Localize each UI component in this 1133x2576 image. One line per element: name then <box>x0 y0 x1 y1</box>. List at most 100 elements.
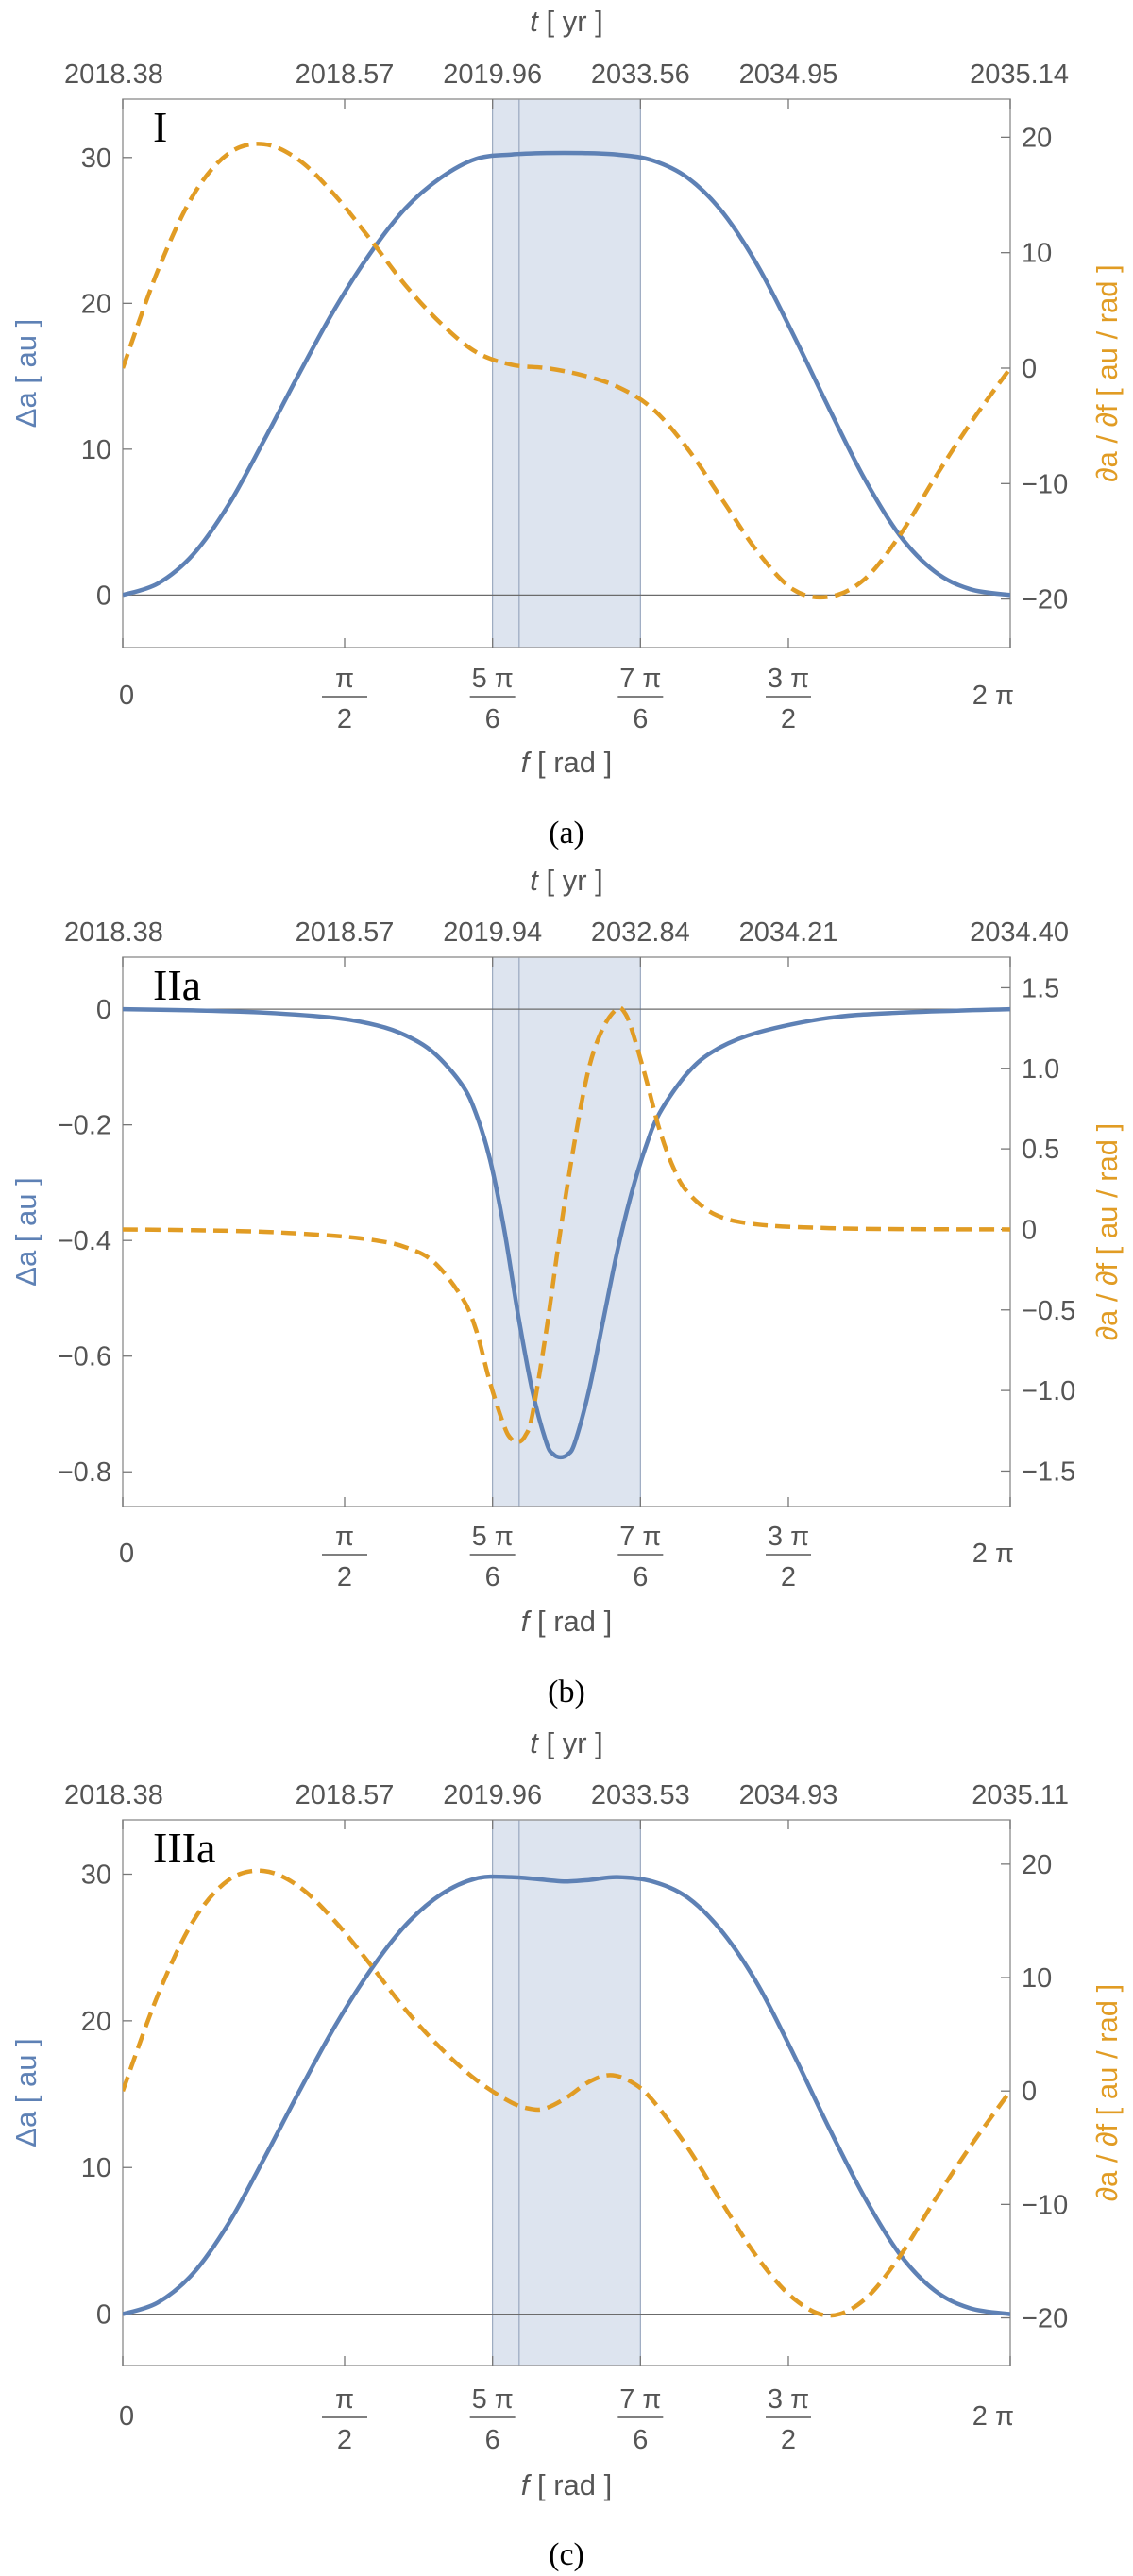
shaded-region <box>492 1820 641 2366</box>
series-derivative <box>123 142 1010 600</box>
right-tick-label: 1.0 <box>1022 1054 1059 1085</box>
left-tick-label: 10 <box>81 435 111 465</box>
top-axis-label: t [ yr ] <box>530 5 603 38</box>
bottom-tick-denominator: 2 <box>337 2425 352 2455</box>
bottom-tick-numerator: 5 π <box>472 664 514 694</box>
left-tick-label: 20 <box>81 2007 111 2037</box>
top-tick-label: 2032.84 <box>591 918 690 948</box>
bottom-tick-numerator: π <box>335 664 354 694</box>
shaded-region <box>492 957 641 1507</box>
bottom-tick-denominator: 2 <box>781 2425 796 2455</box>
left-tick-label: 0 <box>96 2300 111 2331</box>
right-tick-label: −20 <box>1022 2304 1068 2334</box>
bottom-tick-numerator: 3 π <box>768 1522 809 1552</box>
left-tick-label: 30 <box>81 143 111 174</box>
right-tick-label: −1.0 <box>1022 1376 1075 1406</box>
right-tick-label: 0.5 <box>1022 1135 1059 1165</box>
right-tick-label: −1.5 <box>1022 1456 1075 1487</box>
right-tick-label: 20 <box>1022 123 1052 153</box>
series-delta-a <box>123 1874 1010 2316</box>
top-tick-label: 2019.96 <box>443 59 542 90</box>
top-axis-label: t [ yr ] <box>530 864 603 897</box>
left-tick-label: −0.8 <box>58 1457 111 1488</box>
top-tick-label: 2018.57 <box>296 1780 395 1810</box>
top-tick-label: 2034.21 <box>739 918 838 948</box>
right-tick-label: 1.5 <box>1022 973 1059 1003</box>
bottom-tick-denominator: 6 <box>485 704 500 734</box>
bottom-tick-label: 2 π <box>972 1539 1014 1569</box>
bottom-tick-denominator: 6 <box>633 1562 648 1592</box>
bottom-tick-numerator: 7 π <box>619 1522 661 1552</box>
panel-caption: (a) <box>549 816 584 850</box>
top-tick-label: 2018.38 <box>64 59 163 90</box>
series-derivative <box>123 1868 1010 2318</box>
right-tick-label: 10 <box>1022 1963 1052 1994</box>
top-tick-label: 2035.11 <box>972 1780 1069 1810</box>
panel-caption: (b) <box>548 1675 585 1709</box>
bottom-tick-label: 0 <box>119 1539 134 1569</box>
bottom-tick-denominator: 2 <box>337 1562 352 1592</box>
left-tick-label: 0 <box>96 995 111 1025</box>
left-tick-label: 10 <box>81 2153 111 2183</box>
bottom-tick-label: 2 π <box>972 2401 1014 2432</box>
right-tick-label: 10 <box>1022 239 1052 269</box>
top-axis-var: t <box>530 5 539 38</box>
bottom-tick-denominator: 6 <box>633 2425 648 2455</box>
panel-label: IIa <box>153 961 201 1009</box>
bottom-tick-denominator: 6 <box>485 2425 500 2455</box>
top-axis-unit: [ yr ] <box>538 1726 603 1759</box>
shaded-region <box>492 99 641 648</box>
top-tick-label: 2018.57 <box>296 918 395 948</box>
bottom-tick-numerator: π <box>335 1522 354 1552</box>
top-axis-unit: [ yr ] <box>538 864 603 897</box>
top-tick-label: 2018.38 <box>64 1780 163 1810</box>
right-axis-label: ∂a / ∂f [ au / rad ] <box>1091 1123 1124 1341</box>
right-tick-label: 0 <box>1022 1215 1037 1245</box>
top-axis-var: t <box>530 864 539 897</box>
right-tick-label: 0 <box>1022 354 1037 384</box>
left-axis-label: Δa [ au ] <box>9 1177 42 1287</box>
left-axis-label: Δa [ au ] <box>9 319 42 429</box>
x-axis-label: f [ rad ] <box>521 1605 613 1638</box>
bottom-tick-denominator: 2 <box>781 704 796 734</box>
right-axis-label: ∂a / ∂f [ au / rad ] <box>1091 264 1124 482</box>
top-axis-var: t <box>530 1726 539 1759</box>
bottom-tick-label: 0 <box>119 681 134 711</box>
panel-2: 0 −0.2 −0.4 −0.6 −0.8 1.5 1.0 0.5 0 −0.5 −1.0 −1.5 0… <box>9 864 1124 1709</box>
x-axis-label: f [ rad ] <box>521 746 613 779</box>
top-tick-label: 2018.57 <box>296 59 395 90</box>
top-tick-label: 2034.40 <box>970 918 1069 948</box>
bottom-tick-label: 0 <box>119 2401 134 2432</box>
left-tick-label: 30 <box>81 1860 111 1890</box>
panel-label: IIIa <box>153 1824 215 1872</box>
x-axis-unit: [ rad ] <box>529 746 612 779</box>
panel-caption: (c) <box>549 2537 584 2572</box>
top-axis-unit: [ yr ] <box>538 5 603 38</box>
panel-label: I <box>153 103 167 151</box>
top-tick-label: 2019.96 <box>443 1780 542 1810</box>
plot-frame <box>122 98 1011 648</box>
bottom-tick-denominator: 2 <box>781 1562 796 1592</box>
x-axis-label: f [ rad ] <box>521 2468 613 2501</box>
x-axis-unit: [ rad ] <box>529 1605 612 1638</box>
bottom-tick-denominator: 6 <box>633 704 648 734</box>
series-delta-a <box>123 150 1010 598</box>
top-tick-label: 2033.56 <box>591 59 690 90</box>
left-tick-label: −0.2 <box>58 1111 111 1141</box>
right-tick-label: −0.5 <box>1022 1296 1075 1326</box>
top-tick-label: 2035.14 <box>970 59 1069 90</box>
bottom-tick-numerator: 3 π <box>768 664 809 694</box>
top-tick-label: 2033.53 <box>591 1780 690 1810</box>
top-axis-label: t [ yr ] <box>530 1726 603 1759</box>
right-tick-label: −10 <box>1022 469 1068 499</box>
x-axis-unit: [ rad ] <box>529 2468 612 2501</box>
bottom-tick-numerator: π <box>335 2384 354 2415</box>
bottom-tick-numerator: 7 π <box>619 2384 661 2415</box>
left-tick-label: 20 <box>81 289 111 319</box>
series-derivative <box>123 1005 1010 1445</box>
plot-frame <box>122 956 1011 1507</box>
plot-frame <box>122 1819 1011 2366</box>
left-tick-label: −0.4 <box>58 1226 111 1256</box>
right-tick-label: 20 <box>1022 1850 1052 1880</box>
